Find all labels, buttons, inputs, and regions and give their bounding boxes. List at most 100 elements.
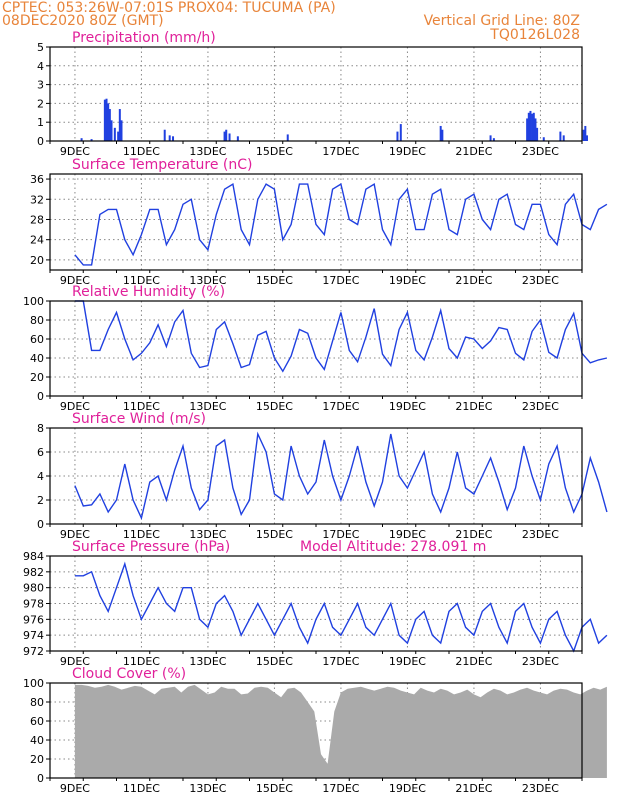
bar-precip (163, 129, 166, 141)
panel-rh: Relative Humidity (%) 0 20 40 60 80 100 9DEC 11D… (23, 284, 608, 413)
bar-precip (527, 112, 530, 141)
bar-precip (526, 118, 529, 141)
xtick-label-rh: 17DEC (322, 400, 359, 413)
ytick-label-wind: 8 (37, 422, 44, 435)
ytick-label-wind: 6 (37, 446, 44, 459)
panel-temp: Surface Temperature (nC) 20 24 28 32 36 9DEC 11… (30, 157, 608, 287)
panel-frame-cloud (49, 682, 583, 779)
panel-title-wind: Surface Wind (m/s) (72, 411, 206, 427)
bar-precip (236, 136, 239, 141)
bar-precip (113, 127, 116, 141)
bar-precip (542, 137, 545, 141)
bar-precip (562, 135, 565, 141)
header-location: CPTEC: 053:26W-07:01S PROX04: TUCUMA (PA… (2, 0, 336, 16)
bar-precip (103, 99, 106, 141)
xtick-label-pressure: 9DEC (60, 655, 90, 668)
xtick-label-pressure: 11DEC (123, 655, 160, 668)
ytick-label-temp: 28 (30, 213, 44, 226)
xtick-label-rh: 23DEC (522, 400, 559, 413)
bar-precip (223, 131, 226, 141)
ytick-label-rh: 100 (23, 295, 44, 308)
xtick-label-precip: 23DEC (522, 145, 559, 158)
xtick-label-wind: 11DEC (123, 528, 160, 541)
xtick-label-pressure: 23DEC (522, 655, 559, 668)
bar-precip (584, 125, 587, 141)
xtick-label-rh: 19DEC (389, 400, 426, 413)
xtick-label-cloud: 21DEC (455, 782, 492, 795)
ytick-label-cloud: 20 (30, 753, 44, 766)
ytick-label-pressure: 972 (23, 645, 44, 658)
ytick-label-temp: 20 (30, 254, 44, 267)
bar-precip (532, 112, 535, 141)
series-line-wind (74, 431, 608, 521)
ytick-label-precip: 2 (37, 97, 44, 110)
ytick-label-rh: 0 (37, 390, 44, 403)
bar-precip (534, 118, 537, 141)
ytick-label-rh: 20 (30, 371, 44, 384)
ytick-label-pressure: 982 (23, 566, 44, 579)
bar-precip (228, 133, 231, 141)
header-model: TQ0126L028 (489, 27, 580, 43)
panel-title-precip: Precipitation (mm/h) (72, 30, 216, 46)
panel-cloud: Cloud Cover (%) 0 20 40 60 80 100 9DEC 11DEC 13DE… (23, 666, 607, 795)
xtick-label-wind: 17DEC (322, 528, 359, 541)
ytick-label-cloud: 80 (30, 696, 44, 709)
xtick-label-wind: 9DEC (60, 528, 90, 541)
xtick-label-pressure: 15DEC (256, 655, 293, 668)
ytick-label-precip: 0 (37, 135, 44, 148)
ytick-label-pressure: 984 (23, 550, 44, 563)
bar-precip (585, 135, 588, 141)
header: CPTEC: 053:26W-07:01S PROX04: TUCUMA (PA… (2, 0, 580, 43)
xtick-label-wind: 19DEC (389, 528, 426, 541)
ytick-label-pressure: 976 (23, 613, 44, 626)
panel-frame-wind (49, 427, 583, 525)
xtick-label-wind: 23DEC (522, 528, 559, 541)
xtick-label-rh: 11DEC (123, 400, 160, 413)
xtick-label-temp: 9DEC (60, 274, 90, 287)
ytick-label-cloud: 100 (23, 677, 44, 690)
bar-precip (120, 120, 123, 141)
bar-precip (80, 138, 83, 141)
ytick-label-precip: 3 (37, 79, 44, 92)
bar-precip (286, 134, 289, 141)
ytick-label-pressure: 974 (23, 629, 44, 642)
series-area-cloud (74, 684, 607, 778)
ytick-label-rh: 80 (30, 314, 44, 327)
bar-precip (225, 129, 228, 141)
header-grid-note: Vertical Grid Line: 80Z (424, 13, 580, 29)
xtick-label-pressure: 13DEC (189, 655, 226, 668)
xtick-label-precip: 13DEC (189, 145, 226, 158)
panel-frame-precip (49, 46, 583, 142)
bar-precip (396, 131, 399, 141)
bar-precip (107, 103, 110, 141)
bar-precip (531, 113, 534, 141)
bar-precip (536, 127, 539, 141)
xtick-label-rh: 21DEC (455, 400, 492, 413)
xtick-label-wind: 13DEC (189, 528, 226, 541)
ytick-label-rh: 40 (30, 352, 44, 365)
ytick-label-precip: 4 (37, 60, 44, 73)
xtick-label-temp: 11DEC (123, 274, 160, 287)
xtick-label-temp: 17DEC (322, 274, 359, 287)
xtick-label-precip: 21DEC (455, 145, 492, 158)
panel-frame-rh (49, 300, 583, 397)
bar-precip (582, 129, 585, 141)
xtick-label-cloud: 9DEC (60, 782, 90, 795)
bar-precip (529, 110, 532, 141)
panel-title-temp: Surface Temperature (nC) (72, 157, 253, 173)
xtick-label-precip: 11DEC (123, 145, 160, 158)
bar-precip (439, 125, 442, 141)
xtick-label-cloud: 11DEC (123, 782, 160, 795)
xtick-label-pressure: 17DEC (322, 655, 359, 668)
ytick-label-cloud: 40 (30, 734, 44, 747)
ytick-label-precip: 5 (37, 41, 44, 54)
ytick-label-temp: 36 (30, 173, 44, 186)
xtick-label-rh: 9DEC (60, 400, 90, 413)
xtick-label-rh: 15DEC (256, 400, 293, 413)
panel-precip: Precipitation (mm/h) 0 1 2 3 4 5 9DEC 11DEC 13DEC… (37, 30, 588, 158)
panel-annotation-pressure: Model Altitude: 278.091 m (300, 539, 486, 555)
bar-precip (118, 109, 121, 141)
xtick-label-precip: 15DEC (256, 145, 293, 158)
ytick-label-wind: 0 (37, 518, 44, 531)
ytick-label-rh: 60 (30, 333, 44, 346)
